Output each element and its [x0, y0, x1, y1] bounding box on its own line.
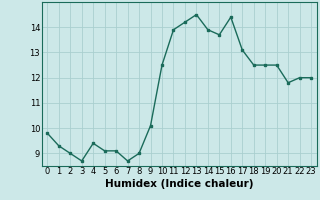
X-axis label: Humidex (Indice chaleur): Humidex (Indice chaleur) — [105, 179, 253, 189]
